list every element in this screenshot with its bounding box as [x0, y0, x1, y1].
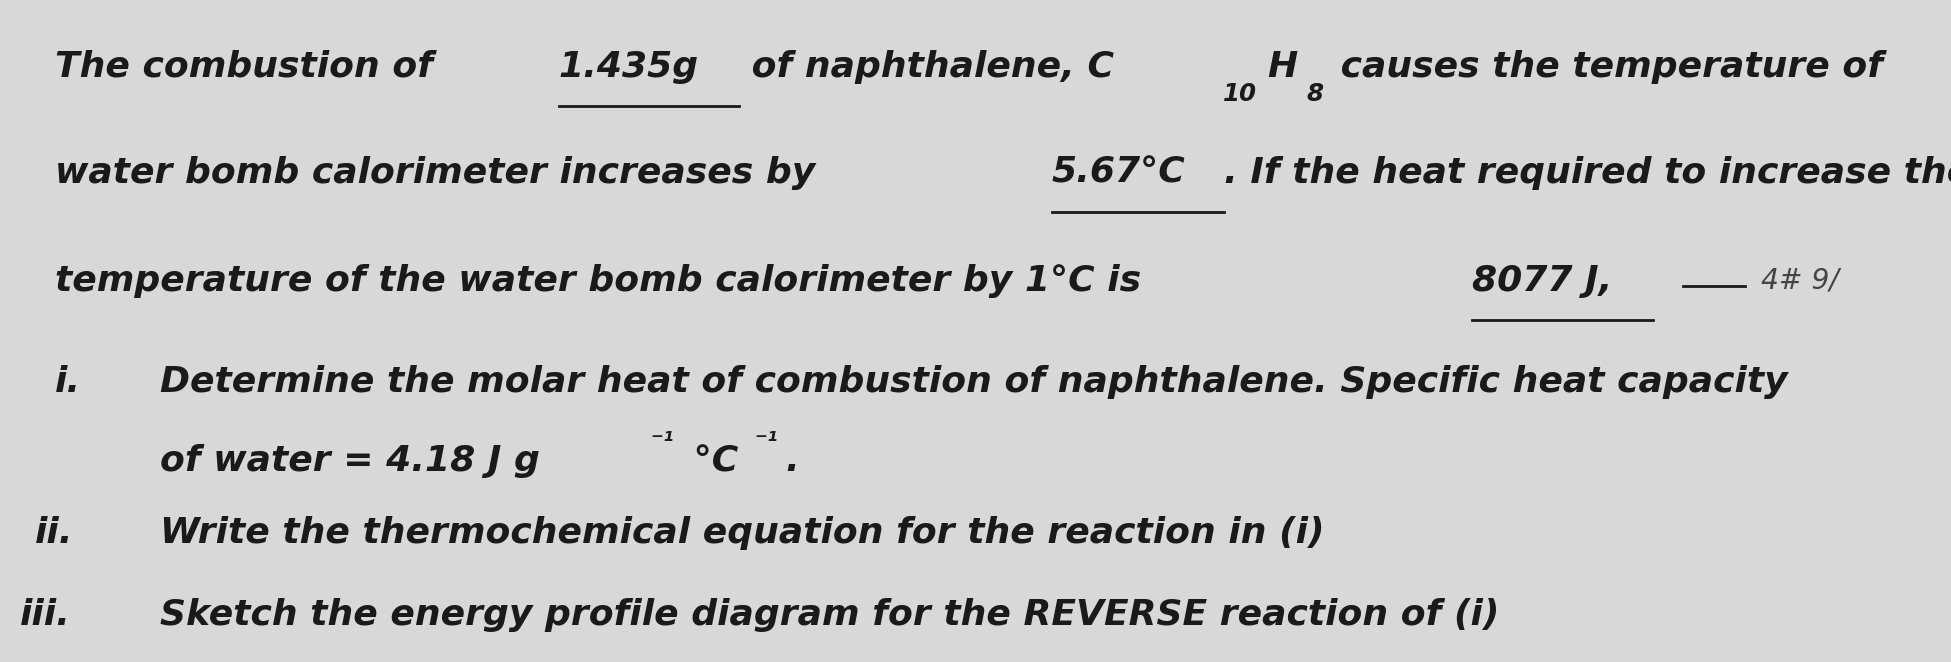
Text: 1.435g: 1.435g — [558, 50, 698, 84]
Text: . If the heat required to increase the: . If the heat required to increase the — [1225, 156, 1951, 190]
Text: °C: °C — [681, 444, 737, 479]
Text: i.: i. — [55, 365, 80, 399]
Text: ii.: ii. — [35, 516, 74, 550]
Text: 4# 9/: 4# 9/ — [1762, 267, 1838, 295]
Text: The combustion of: The combustion of — [55, 50, 445, 84]
Text: 5.67°C: 5.67°C — [1052, 156, 1186, 190]
Text: temperature of the water bomb calorimeter by 1°C is: temperature of the water bomb calorimete… — [55, 264, 1153, 299]
Text: of naphthalene, C: of naphthalene, C — [739, 50, 1114, 84]
Text: 8077 J,: 8077 J, — [1473, 264, 1613, 299]
Text: water bomb calorimeter increases by: water bomb calorimeter increases by — [55, 156, 827, 190]
Text: ⁻¹: ⁻¹ — [755, 430, 778, 454]
Text: Sketch the energy profile diagram for the REVERSE reaction of (i): Sketch the energy profile diagram for th… — [160, 598, 1500, 632]
Text: ⁻¹: ⁻¹ — [650, 430, 673, 454]
Text: Write the thermochemical equation for the reaction in (i): Write the thermochemical equation for th… — [160, 516, 1325, 550]
Text: of water = 4.18 J g: of water = 4.18 J g — [160, 444, 540, 479]
Text: 8: 8 — [1307, 81, 1323, 106]
Text: iii.: iii. — [20, 598, 70, 632]
Text: H: H — [1268, 50, 1297, 84]
Text: causes the temperature of: causes the temperature of — [1329, 50, 1896, 84]
Text: 10: 10 — [1223, 81, 1256, 106]
Text: Determine the molar heat of combustion of naphthalene. Specific heat capacity: Determine the molar heat of combustion o… — [160, 365, 1787, 399]
Text: .: . — [784, 444, 798, 479]
